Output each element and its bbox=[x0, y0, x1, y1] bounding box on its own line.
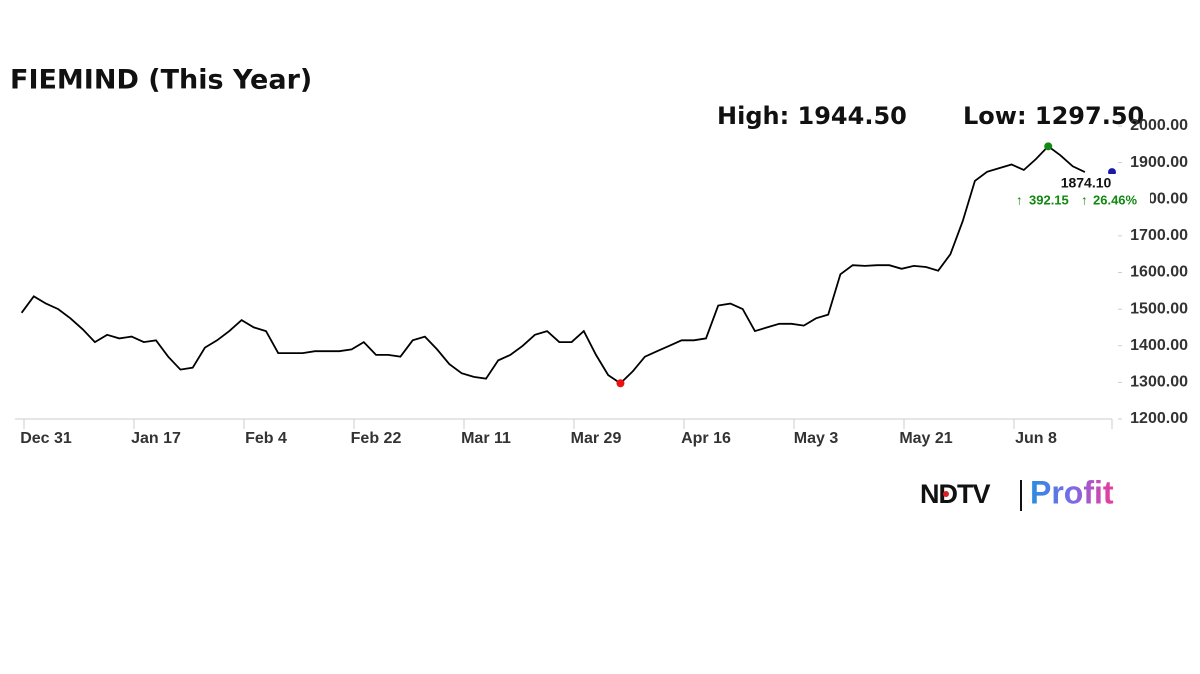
change-pct: 26.46% bbox=[1093, 192, 1138, 207]
logo-dot bbox=[943, 491, 949, 497]
x-tick-label: Jun 8 bbox=[1015, 430, 1057, 447]
price-line bbox=[20, 145, 1086, 385]
high-marker bbox=[1044, 142, 1053, 151]
x-tick-label: Jan 17 bbox=[131, 430, 181, 447]
x-tick-label: May 3 bbox=[794, 430, 839, 447]
annotation-bg bbox=[1010, 174, 1150, 212]
plot: 1200.00 1300.00 1400.00 1500.00 1600.00 1700.… bbox=[15, 117, 1188, 447]
x-tick-label: Dec 31 bbox=[20, 430, 72, 447]
y-tick-label: 1500.00 bbox=[1130, 300, 1188, 317]
x-tick-label: Apr 16 bbox=[681, 430, 731, 447]
x-tick-label: May 21 bbox=[899, 430, 952, 447]
brand-product: Profit bbox=[1030, 474, 1114, 510]
x-tick-label: Feb 22 bbox=[351, 430, 402, 447]
change-arrow: ↑ bbox=[1081, 192, 1088, 207]
y-tick-label: 2000.00 bbox=[1130, 117, 1188, 134]
low-label: Low: 1297.50 bbox=[963, 102, 1144, 130]
high-label: High: 1944.50 bbox=[717, 102, 907, 130]
y-tick-label: 1600.00 bbox=[1130, 264, 1188, 281]
x-tick-label: Feb 4 bbox=[245, 430, 287, 447]
y-tick-label: 1300.00 bbox=[1130, 374, 1188, 391]
y-tick-label: 1700.00 bbox=[1130, 227, 1188, 244]
y-tick-label: 1400.00 bbox=[1130, 337, 1188, 354]
x-tick-label: Mar 11 bbox=[461, 430, 511, 447]
change-value: 392.15 bbox=[1029, 192, 1069, 207]
y-tick-label: 1900.00 bbox=[1130, 154, 1188, 171]
change-arrow: ↑ bbox=[1016, 192, 1023, 207]
brand-logo: NDTV bbox=[920, 479, 990, 509]
y-tick-label: 1200.00 bbox=[1130, 410, 1188, 427]
x-tick-label: Mar 29 bbox=[571, 430, 622, 447]
low-marker bbox=[616, 379, 625, 388]
chart-title: FIEMIND (This Year) bbox=[10, 65, 312, 96]
last-annotation: 1874.10 ↑ 392.15 ↑ 26.46% bbox=[1010, 174, 1150, 212]
last-value-label: 1874.10 bbox=[1061, 175, 1112, 191]
